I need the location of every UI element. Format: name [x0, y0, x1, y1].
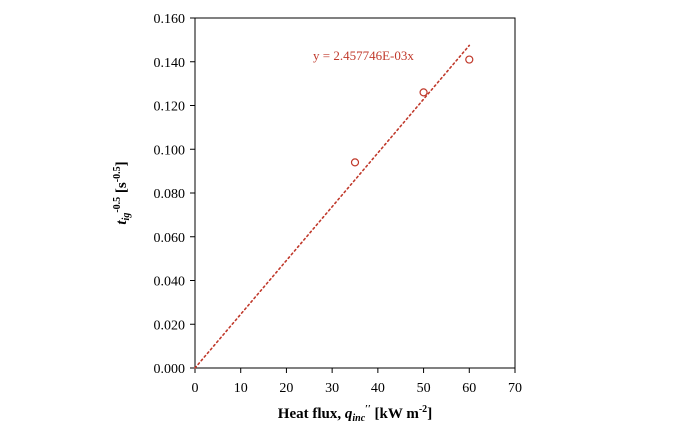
x-tick-label: 10 [234, 381, 248, 396]
x-axis: 0 10 20 30 40 50 60 70 [192, 368, 522, 396]
trendline [194, 44, 471, 369]
y-tick-label: 0.020 [154, 318, 186, 333]
y-axis-title-var-sub: ig [121, 213, 132, 221]
trendline-equation: y = 2.457746E-03x [313, 48, 414, 63]
x-axis-title-var: q [345, 406, 353, 422]
y-tick-label: 0.000 [154, 362, 186, 377]
x-tick-label: 70 [508, 381, 522, 396]
y-tick-label: 0.080 [154, 187, 186, 202]
x-tick-label: 50 [417, 381, 431, 396]
data-point [350, 158, 360, 167]
data-point [465, 55, 474, 64]
x-axis-title: Heat flux, qinc′′ [kW m-2] [278, 404, 432, 424]
data-point [419, 88, 428, 97]
x-axis-title-main: Heat flux, [278, 406, 345, 422]
y-tick-label: 0.160 [154, 12, 186, 27]
y-tick-label: 0.060 [154, 231, 186, 246]
y-axis-title-unit-end: ] [114, 161, 130, 166]
plot-area [194, 17, 516, 369]
data-points [350, 55, 474, 167]
y-tick-label: 0.120 [154, 100, 186, 115]
x-tick-label: 0 [192, 381, 199, 396]
x-tick-label: 60 [462, 381, 476, 396]
x-tick-label: 40 [371, 381, 385, 396]
x-tick-label: 30 [325, 381, 339, 396]
y-axis-title-var-sup: -0.5 [112, 197, 123, 213]
y-tick-label: 0.100 [154, 143, 186, 158]
x-tick-label: 20 [279, 381, 293, 396]
x-axis-title-var-sup: ′′ [365, 404, 371, 415]
x-axis-title-unit-sup: -2 [419, 404, 427, 415]
y-tick-label: 0.140 [154, 56, 186, 71]
y-axis-title-unit: [s [114, 182, 130, 197]
y-axis-title-var: t [114, 220, 130, 225]
x-axis-title-unit-end: ] [427, 406, 432, 422]
y-axis: 0.000 0.020 0.040 0.060 0.080 0.100 0.120 0.140… [154, 12, 195, 377]
x-axis-title-unit: [kW m [371, 406, 420, 422]
x-axis-title-var-sub: inc [352, 413, 365, 424]
y-tick-label: 0.040 [154, 275, 186, 290]
y-axis-title: tig-0.5 [s-0.5] [112, 161, 132, 224]
y-axis-title-unit-sup: -0.5 [112, 166, 123, 182]
